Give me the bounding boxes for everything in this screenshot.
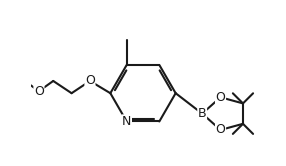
Text: O: O	[34, 85, 44, 98]
Text: O: O	[216, 91, 225, 104]
Text: O: O	[85, 75, 95, 87]
Text: O: O	[216, 124, 225, 136]
Text: B: B	[198, 107, 206, 120]
Text: N: N	[122, 115, 131, 128]
